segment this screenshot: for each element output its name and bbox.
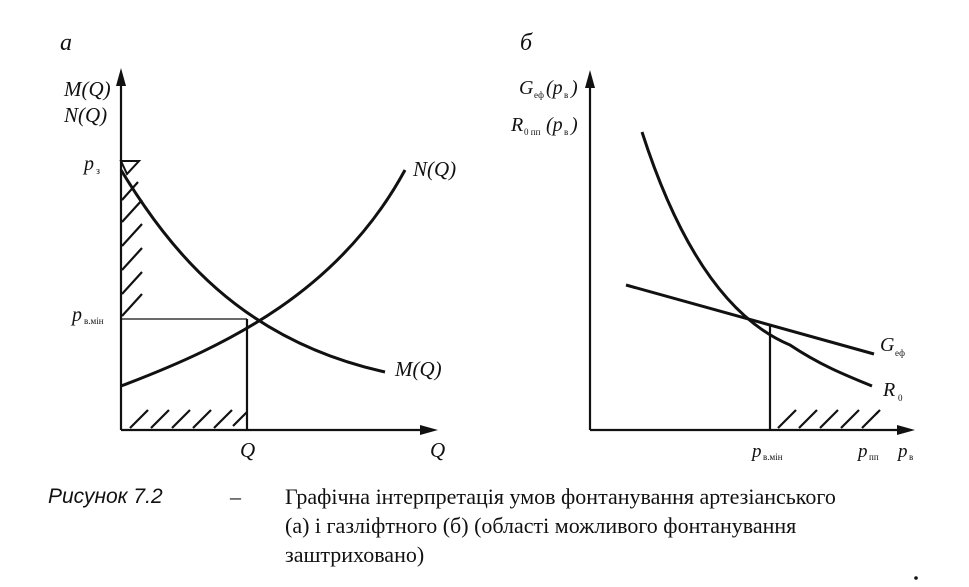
caption-line-1: Графічна інтерпретація умов фонтанування… <box>285 484 836 509</box>
svg-text:в.мін: в.мін <box>763 452 783 462</box>
svg-text:G: G <box>880 334 895 356</box>
panel-b-curve-r0 <box>640 131 873 388</box>
svg-text:): ) <box>570 114 578 136</box>
panel-a-hatch-horizontal <box>129 409 248 429</box>
panel-b-label-r0: R 0 <box>882 379 903 403</box>
panel-b-label-geff: G еф <box>880 334 905 358</box>
panel-b-hatch <box>777 409 881 429</box>
svg-text:p: p <box>896 441 908 462</box>
stray-dot <box>914 576 918 580</box>
panel-a-tick-pvmin-sub: в.мін <box>84 316 104 326</box>
svg-text:R: R <box>510 114 523 136</box>
svg-text:в: в <box>564 90 568 100</box>
panel-b-letter: б <box>520 30 533 56</box>
svg-text:0: 0 <box>898 393 903 403</box>
panel-a-tick-pz: p <box>82 153 94 175</box>
panel-a-label-m: M(Q) <box>394 357 442 381</box>
svg-text:в: в <box>909 452 913 462</box>
panel-b-tick-ppp: p пп <box>856 441 879 462</box>
panel-a-label-n: N(Q) <box>412 157 456 181</box>
panel-b-line-geff <box>625 283 875 356</box>
panel-b-y-arrow <box>585 70 595 88</box>
panel-a-curve-m <box>119 169 386 374</box>
svg-text:G: G <box>519 77 534 99</box>
panel-b-x-arrow <box>897 425 915 435</box>
svg-text:пп: пп <box>869 452 879 462</box>
panel-a-tick-q: Q <box>240 438 255 462</box>
panel-a-y-label-m: M(Q) <box>63 77 111 101</box>
svg-text:0 пп: 0 пп <box>524 127 541 137</box>
panel-b-tick-pvmin: p в.мін <box>750 441 783 462</box>
panel-a: а M(Q) N(Q) p з p в.мін <box>60 30 456 462</box>
panel-a-x-axis-label: Q <box>430 438 445 462</box>
panel-a-hatch-vertical <box>121 181 143 317</box>
svg-text:R: R <box>882 379 895 401</box>
panel-b-y-label-r: R 0 пп (p в ) <box>510 114 578 137</box>
svg-text:p: p <box>856 441 868 462</box>
panel-a-tick-pz-sub: з <box>96 166 100 177</box>
svg-text:еф: еф <box>534 90 544 100</box>
panel-a-curve-n <box>120 169 407 388</box>
panel-b: б G еф (p в ) R 0 пп (p в ) <box>510 30 915 462</box>
panel-a-y-arrow <box>116 68 126 86</box>
svg-text:(p: (p <box>546 114 563 136</box>
svg-text:еф: еф <box>895 348 905 358</box>
panel-a-x-arrow <box>420 425 438 435</box>
caption-line-3: заштриховано) <box>285 542 425 567</box>
caption-dash: – <box>230 484 241 509</box>
svg-text:): ) <box>570 77 578 99</box>
caption-label: Рисунок 7.2 <box>48 485 163 508</box>
svg-text:в: в <box>564 127 568 137</box>
panel-a-y-label-n: N(Q) <box>63 103 107 127</box>
panel-a-tick-pvmin: p <box>70 304 82 326</box>
svg-text:(p: (p <box>546 77 563 99</box>
panel-b-y-label-g: G еф (p в ) <box>519 77 578 100</box>
panel-a-letter: а <box>60 30 72 56</box>
panel-b-x-axis-label: p в <box>896 441 913 462</box>
caption-line-2: (а) і газліфтного (б) (області можливого… <box>285 513 797 538</box>
caption-text: Графічна інтерпретація умов фонтанування… <box>285 482 935 569</box>
svg-text:p: p <box>750 441 762 462</box>
panel-a-top-triangle <box>119 160 142 176</box>
